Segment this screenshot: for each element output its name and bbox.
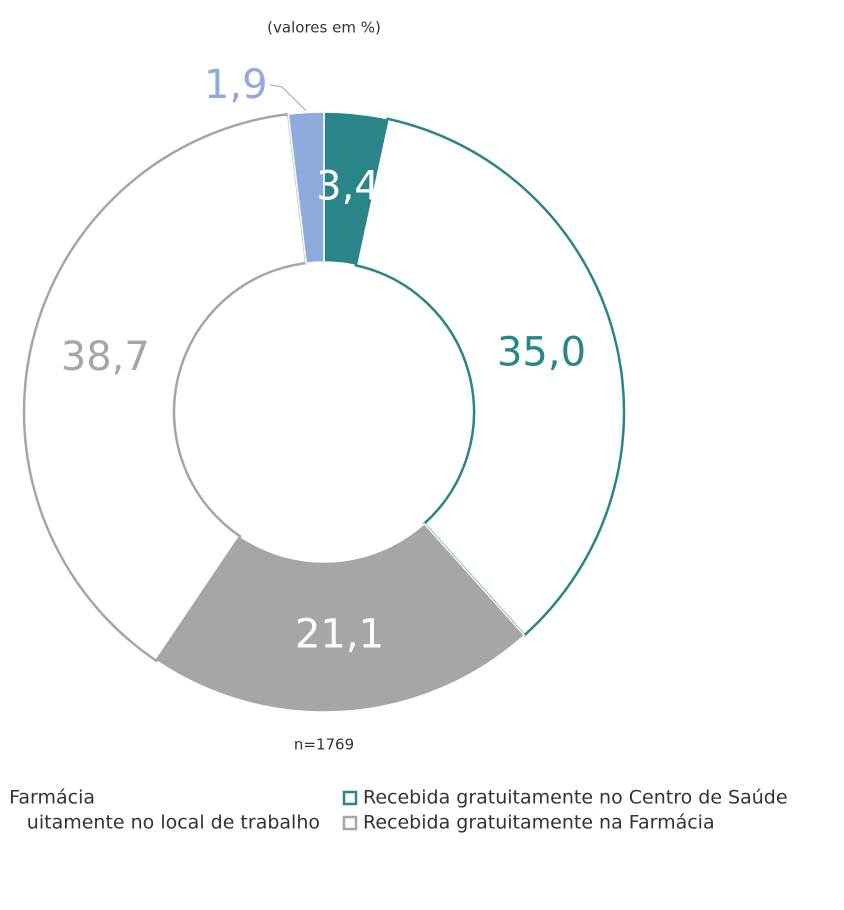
legend-label: Farmácia — [9, 787, 95, 809]
data-label: 38,7 — [61, 334, 150, 380]
legend-marker — [342, 815, 358, 831]
data-label: 35,0 — [497, 329, 586, 375]
legend-label: Recebida gratuitamente no Centro de Saúd… — [363, 787, 788, 809]
donut-segment — [287, 111, 325, 264]
chart-note: n=1769 — [294, 736, 354, 754]
donut-segment — [354, 117, 626, 638]
data-label: 3,4 — [316, 163, 380, 209]
donut-segment — [22, 112, 308, 663]
legend-label: Recebida gratuitamente na Farmácia — [363, 812, 715, 834]
legend-label: uitamente no local de trabalho — [27, 812, 320, 834]
chart-subtitle: (valores em %) — [267, 19, 381, 37]
data-label: 1,9 — [204, 62, 268, 108]
legend-marker — [342, 790, 358, 806]
donut-segment — [155, 522, 526, 713]
data-label: 21,1 — [295, 611, 384, 657]
leader-line — [269, 84, 307, 111]
